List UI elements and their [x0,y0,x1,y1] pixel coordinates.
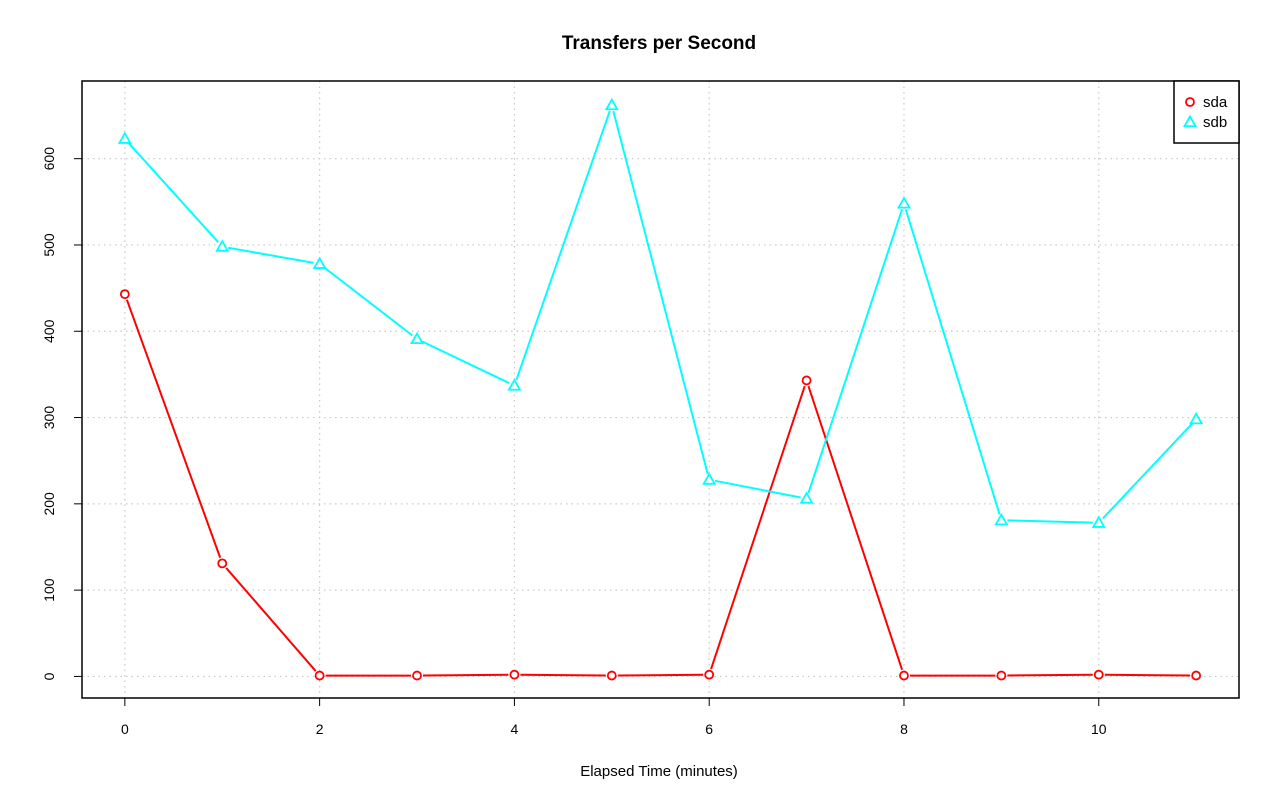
x-tick-label: 6 [705,721,713,737]
x-tick-label: 0 [121,721,129,737]
series-segment-sdb [227,246,314,264]
series-segment-sdb [612,110,709,475]
data-point-sdb [117,131,132,144]
data-point-sdb [312,256,327,269]
series-segment-sda [807,385,904,671]
legend-marker-sda [1185,97,1195,107]
x-tick-label: 2 [316,721,324,737]
data-point-sdb [215,239,230,252]
series-segment-sda [520,673,606,677]
data-point-sda [899,670,909,681]
data-point-sdb [604,97,619,111]
data-point-sda [217,558,228,569]
data-point-sda [704,669,715,680]
grid [82,81,1239,698]
data-point-sda [801,375,812,386]
legend-box [1173,80,1240,144]
series-segment-sda [125,299,222,559]
y-tick-label: 600 [41,147,57,171]
y-tick-label: 200 [41,492,57,516]
series-segment-sdb [714,479,801,499]
series-segment-sda [1104,673,1191,677]
series-segment-sdb [422,340,510,384]
data-point-sda [412,670,422,681]
x-axis: 0 2 4 6 8 10 [121,697,1107,737]
y-axis: 0 100 200 300 400 500 600 [41,147,83,680]
x-tick-label: 10 [1091,721,1107,737]
x-tick-label: 4 [511,721,519,737]
data-point-sdb [1091,515,1106,528]
series-segment-sda [710,385,806,670]
data-point-sdb [994,512,1009,526]
x-tick-label: 8 [900,721,908,737]
series-segment-sda [225,567,317,672]
series-segment-sdb [323,266,413,337]
data-point-sda [509,669,520,680]
series-segment-sdb [807,208,904,494]
y-tick-label: 0 [41,672,57,680]
data-point-sda [1093,669,1104,680]
y-tick-label: 500 [41,233,57,257]
data-point-sdb [799,491,814,504]
series-segment-sdb [904,208,1001,515]
data-point-sda [606,670,617,681]
series-layer [117,97,1204,681]
series-segment-sdb [1007,519,1093,524]
data-point-sdb [1189,411,1204,425]
data-point-sdb [702,472,717,485]
x-axis-label: Elapsed Time (minutes) [580,763,738,780]
legend-label-sda: sda [1203,94,1228,111]
legend-label-sdb: sdb [1203,114,1227,131]
series-sdb [117,97,1204,528]
data-point-sda [119,289,130,300]
legend-marker-sdb [1182,114,1198,128]
legend: sda sdb [1173,80,1240,144]
series-sda [119,289,1202,681]
data-point-sdb [409,331,425,345]
data-point-sda [996,670,1007,681]
data-point-sdb [896,196,912,209]
y-tick-label: 400 [41,319,57,343]
series-segment-sda [423,673,509,677]
data-point-sdb [507,378,522,391]
series-segment-sdb [128,142,219,243]
y-tick-label: 100 [41,578,57,602]
series-segment-sda [617,673,704,677]
data-point-sda [314,670,325,681]
y-tick-label: 300 [41,406,57,430]
series-segment-sdb [1102,422,1193,520]
series-segment-sdb [515,110,611,381]
data-point-sda [1191,670,1202,681]
chart-title: Transfers per Second [562,33,756,54]
plot-frame [81,80,1240,699]
series-segment-sda [1007,673,1093,677]
